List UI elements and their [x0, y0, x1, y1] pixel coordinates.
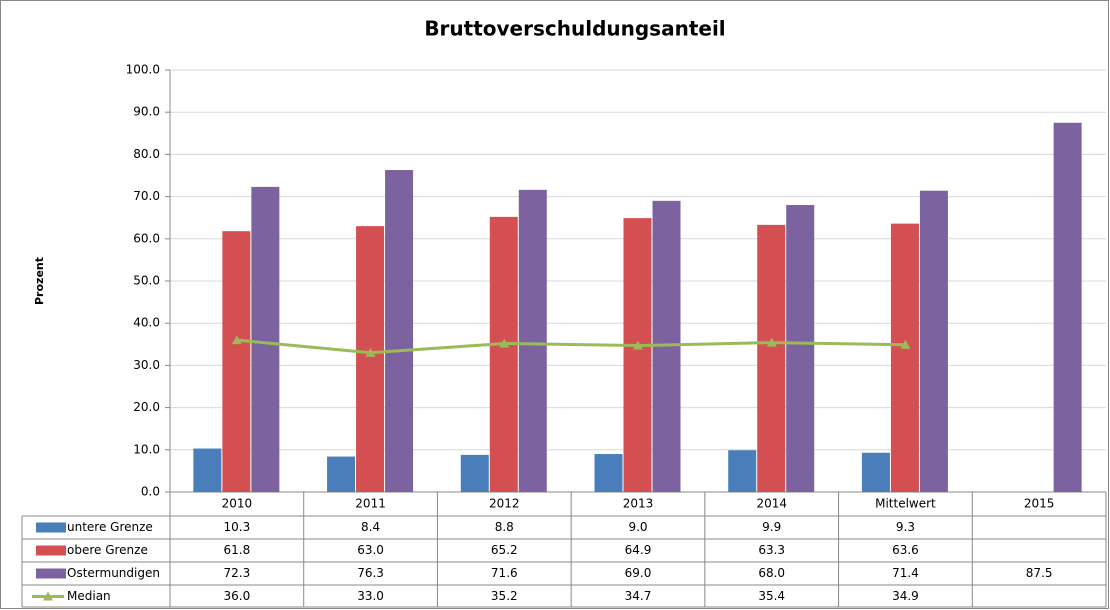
y-tick-label: 80.0 — [133, 147, 160, 161]
table-value: 9.3 — [896, 520, 915, 534]
line-marker — [633, 340, 643, 350]
table-value: 71.6 — [491, 566, 518, 580]
table-value: 8.4 — [361, 520, 380, 534]
legend-label: untere Grenze — [67, 520, 153, 534]
x-tick-label: 2013 — [623, 497, 654, 511]
legend-key — [36, 568, 66, 579]
x-tick-label: 2015 — [1024, 497, 1055, 511]
line-marker — [499, 338, 510, 348]
y-tick-label: 100.0 — [126, 63, 160, 77]
bar — [251, 186, 280, 493]
table-value: 76.3 — [357, 566, 384, 580]
y-tick-label: 50.0 — [133, 274, 160, 288]
table-value: 35.2 — [491, 589, 518, 603]
bar — [193, 448, 222, 492]
table-value: 36.0 — [223, 589, 250, 603]
bar — [222, 231, 251, 493]
legend-key — [36, 522, 66, 533]
bar — [327, 456, 356, 492]
x-tick-label: 2012 — [489, 497, 520, 511]
table-value: 72.3 — [223, 566, 250, 580]
table-value: 8.8 — [495, 520, 514, 534]
bar — [460, 454, 489, 492]
line-marker — [766, 337, 777, 347]
table-value: 65.2 — [491, 543, 518, 557]
table-value: 63.6 — [892, 543, 919, 557]
y-tick-label: 60.0 — [133, 231, 160, 245]
table-value: 68.0 — [758, 566, 785, 580]
table-value: 69.0 — [625, 566, 652, 580]
table-value: 63.0 — [357, 543, 384, 557]
legend-label: Median — [67, 589, 111, 603]
table-value: 63.3 — [758, 543, 785, 557]
table-value: 64.9 — [625, 543, 652, 557]
table-value: 34.7 — [625, 589, 652, 603]
bar — [861, 452, 890, 492]
bar — [919, 190, 948, 492]
table-value: 9.9 — [762, 520, 781, 534]
chart-title: Bruttoverschuldungsanteil — [424, 17, 725, 41]
bar — [728, 450, 757, 492]
x-tick-label: 2014 — [756, 497, 787, 511]
bar — [385, 170, 414, 492]
table-value: 35.4 — [758, 589, 785, 603]
line — [236, 338, 906, 355]
line-marker — [365, 347, 376, 357]
table-value: 10.3 — [223, 520, 250, 534]
bar — [518, 189, 547, 492]
bar — [757, 224, 786, 492]
bar — [786, 205, 815, 493]
y-tick-label: 70.0 — [133, 189, 160, 203]
x-tick-label: 2010 — [222, 497, 253, 511]
table-value: 9.0 — [628, 520, 647, 534]
y-tick-label: 90.0 — [133, 105, 160, 119]
legend-label: Ostermundigen — [67, 566, 160, 580]
table-value: 61.8 — [223, 543, 250, 557]
y-tick-label: 30.0 — [133, 358, 160, 372]
bar — [1053, 122, 1082, 492]
line-marker — [231, 335, 242, 345]
bar — [594, 454, 623, 492]
legend-key — [36, 545, 66, 556]
legend-key — [43, 591, 53, 601]
bar — [890, 223, 919, 492]
x-tick-label: Mittelwert — [875, 497, 936, 511]
legend-label: obere Grenze — [67, 543, 148, 557]
x-tick-label: 2011 — [355, 497, 386, 511]
bar — [489, 216, 518, 492]
y-tick-label: 0.0 — [141, 485, 160, 499]
y-tick-label: 40.0 — [133, 316, 160, 330]
table-value: 87.5 — [1026, 566, 1053, 580]
table-value: 71.4 — [892, 566, 919, 580]
bar — [623, 218, 652, 492]
y-axis-label: Prozent — [33, 257, 46, 305]
table-value: 34.9 — [892, 589, 919, 603]
y-tick-label: 20.0 — [133, 400, 160, 414]
line-marker — [900, 339, 911, 349]
bar — [356, 226, 385, 492]
y-tick-label: 10.0 — [133, 442, 160, 456]
table-value: 33.0 — [357, 589, 384, 603]
